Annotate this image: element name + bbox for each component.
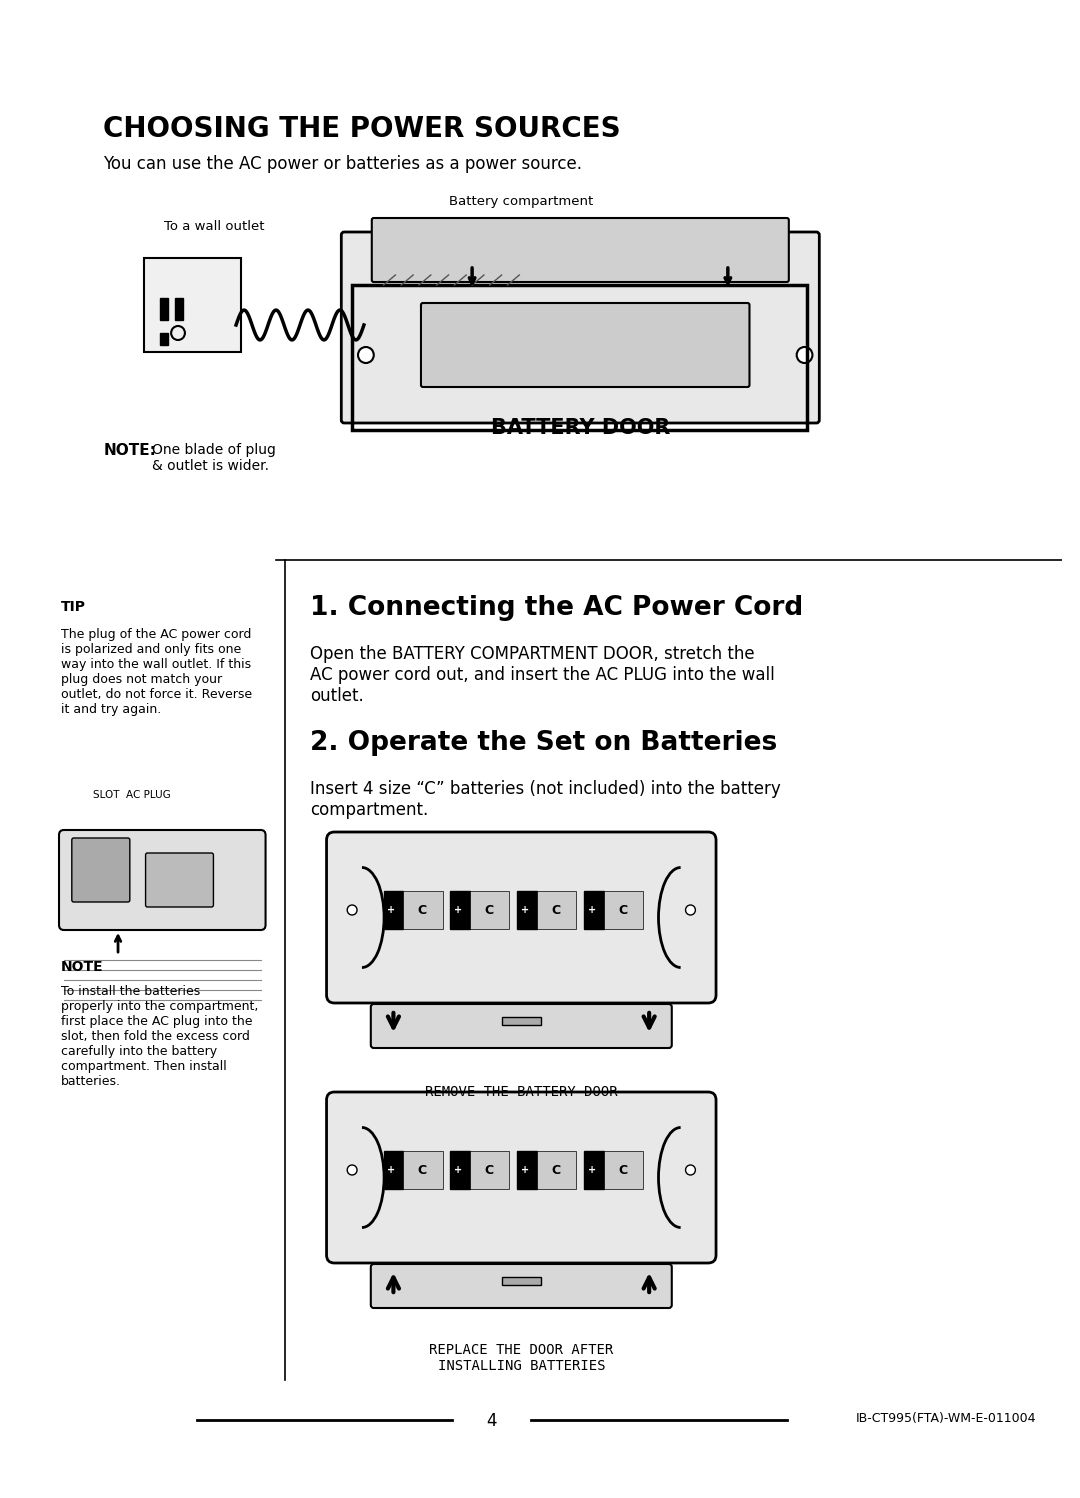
FancyBboxPatch shape <box>326 1092 716 1263</box>
FancyBboxPatch shape <box>341 232 820 422</box>
Circle shape <box>357 348 374 363</box>
Text: One blade of plug
& outlet is wider.: One blade of plug & outlet is wider. <box>152 443 276 473</box>
Text: 2. Operate the Set on Batteries: 2. Operate the Set on Batteries <box>310 730 778 756</box>
FancyBboxPatch shape <box>71 837 130 902</box>
Bar <box>604 1150 644 1189</box>
Bar <box>403 1150 443 1189</box>
Text: +: + <box>387 905 395 915</box>
Circle shape <box>797 348 812 363</box>
Bar <box>450 1150 470 1189</box>
Text: TIP: TIP <box>60 601 86 614</box>
Text: To a wall outlet: To a wall outlet <box>164 220 265 234</box>
Bar <box>517 1150 537 1189</box>
Text: You can use the AC power or batteries as a power source.: You can use the AC power or batteries as… <box>104 154 582 172</box>
FancyBboxPatch shape <box>370 1264 672 1308</box>
Text: +: + <box>588 1165 596 1174</box>
Bar <box>470 1150 510 1189</box>
Bar <box>517 891 537 929</box>
Text: Battery compartment: Battery compartment <box>449 195 593 208</box>
FancyBboxPatch shape <box>144 258 241 352</box>
Bar <box>501 1017 541 1025</box>
Text: REPLACE THE DOOR AFTER
INSTALLING BATTERIES: REPLACE THE DOOR AFTER INSTALLING BATTER… <box>429 1344 613 1374</box>
Text: The plug of the AC power cord
is polarized and only fits one
way into the wall o: The plug of the AC power cord is polariz… <box>60 628 252 716</box>
Text: NOTE:: NOTE: <box>104 443 157 458</box>
Text: To install the batteries
properly into the compartment,
first place the AC plug : To install the batteries properly into t… <box>60 986 258 1088</box>
Text: 1. Connecting the AC Power Cord: 1. Connecting the AC Power Cord <box>310 595 804 622</box>
Text: BATTERY DOOR: BATTERY DOOR <box>490 418 670 437</box>
Text: NOTE: NOTE <box>60 960 104 974</box>
Text: C: C <box>618 903 627 917</box>
Circle shape <box>347 1165 357 1174</box>
Text: C: C <box>551 1164 561 1176</box>
Circle shape <box>686 1165 696 1174</box>
Text: +: + <box>454 1165 462 1174</box>
Bar <box>160 333 168 345</box>
Bar <box>537 1150 577 1189</box>
Text: Open the BATTERY COMPARTMENT DOOR, stretch the
AC power cord out, and insert the: Open the BATTERY COMPARTMENT DOOR, stret… <box>310 646 774 704</box>
Text: C: C <box>551 903 561 917</box>
Bar <box>604 891 644 929</box>
FancyBboxPatch shape <box>370 1004 672 1049</box>
FancyBboxPatch shape <box>421 303 750 386</box>
Circle shape <box>347 905 357 915</box>
Text: C: C <box>484 1164 494 1176</box>
Text: SLOT  AC PLUG: SLOT AC PLUG <box>94 789 172 800</box>
Circle shape <box>686 905 696 915</box>
FancyBboxPatch shape <box>146 852 214 906</box>
Text: +: + <box>521 1165 529 1174</box>
Text: IB-CT995(FTA)-WM-E-011004: IB-CT995(FTA)-WM-E-011004 <box>855 1413 1036 1425</box>
Bar <box>537 891 577 929</box>
Bar <box>403 891 443 929</box>
Bar <box>175 298 183 321</box>
Bar <box>501 1276 541 1285</box>
Bar <box>450 891 470 929</box>
Text: 4: 4 <box>486 1413 497 1431</box>
Text: C: C <box>417 1164 427 1176</box>
FancyBboxPatch shape <box>326 831 716 1004</box>
Bar <box>584 1150 604 1189</box>
Text: Insert 4 size “C” batteries (not included) into the battery
compartment.: Insert 4 size “C” batteries (not include… <box>310 780 781 819</box>
Text: CHOOSING THE POWER SOURCES: CHOOSING THE POWER SOURCES <box>104 115 621 142</box>
Bar <box>160 298 168 321</box>
Bar <box>584 891 604 929</box>
Text: +: + <box>387 1165 395 1174</box>
Bar <box>470 891 510 929</box>
FancyBboxPatch shape <box>372 219 788 282</box>
Text: C: C <box>484 903 494 917</box>
Bar <box>383 891 403 929</box>
Text: +: + <box>521 905 529 915</box>
Text: C: C <box>618 1164 627 1176</box>
FancyBboxPatch shape <box>59 830 266 930</box>
Text: C: C <box>417 903 427 917</box>
Bar <box>383 1150 403 1189</box>
Text: +: + <box>454 905 462 915</box>
Text: +: + <box>588 905 596 915</box>
Text: REMOVE THE BATTERY DOOR: REMOVE THE BATTERY DOOR <box>424 1085 618 1100</box>
